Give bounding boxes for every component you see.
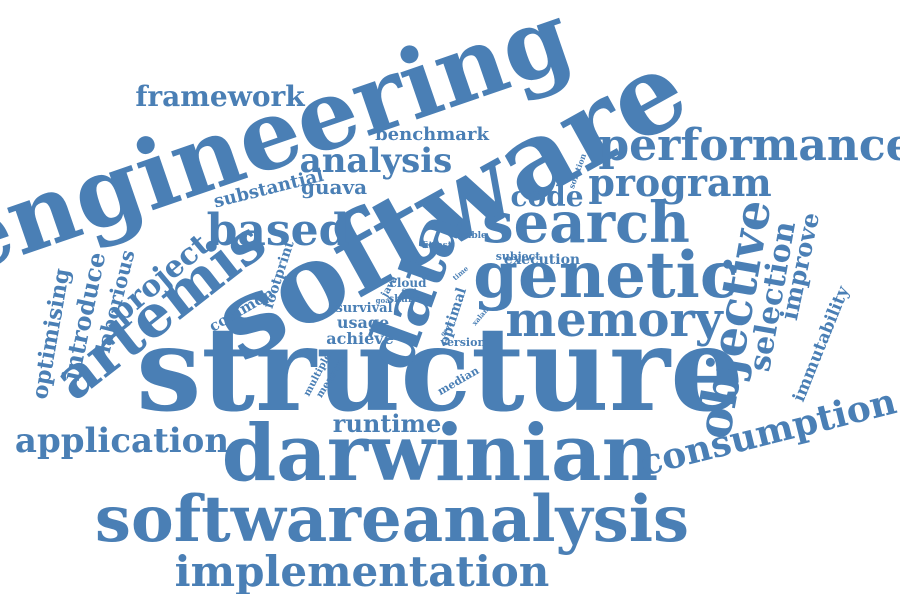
word-share: share (388, 294, 419, 305)
word-execution: execution (504, 252, 580, 268)
word-benchmark: benchmark (375, 124, 489, 145)
word-survival: survival (335, 301, 392, 316)
word-code: code (510, 180, 583, 213)
word-framework: framework (135, 80, 305, 113)
word-subject: subject (496, 250, 542, 263)
word-guava: guava (301, 175, 367, 199)
word-cloud-term: cloud (390, 276, 428, 290)
word-runtime: runtime (333, 409, 441, 438)
word-analysis: analysis (300, 141, 453, 181)
word-fittest: fittest (422, 241, 453, 251)
word-performance: performance (598, 120, 900, 171)
word-find: find (401, 287, 416, 296)
word-goal: goal (376, 296, 393, 305)
word-version: version (440, 336, 486, 349)
word-achieve: achieve (326, 329, 393, 348)
word-usage: usage (337, 313, 389, 332)
word-implementation: implementation (175, 547, 550, 594)
word-genetic: genetic (473, 238, 739, 313)
word-based: based (207, 205, 350, 256)
word-enable: enable (453, 231, 487, 241)
word-structure: structure (136, 302, 744, 438)
word-softwareanalysis: softwareanalysis (95, 482, 689, 557)
word-search: search (482, 190, 690, 256)
word-memory: memory (505, 292, 724, 348)
word-darwinian: darwinian (222, 408, 659, 499)
word-application: application (15, 421, 229, 461)
word-program: program (588, 160, 771, 205)
